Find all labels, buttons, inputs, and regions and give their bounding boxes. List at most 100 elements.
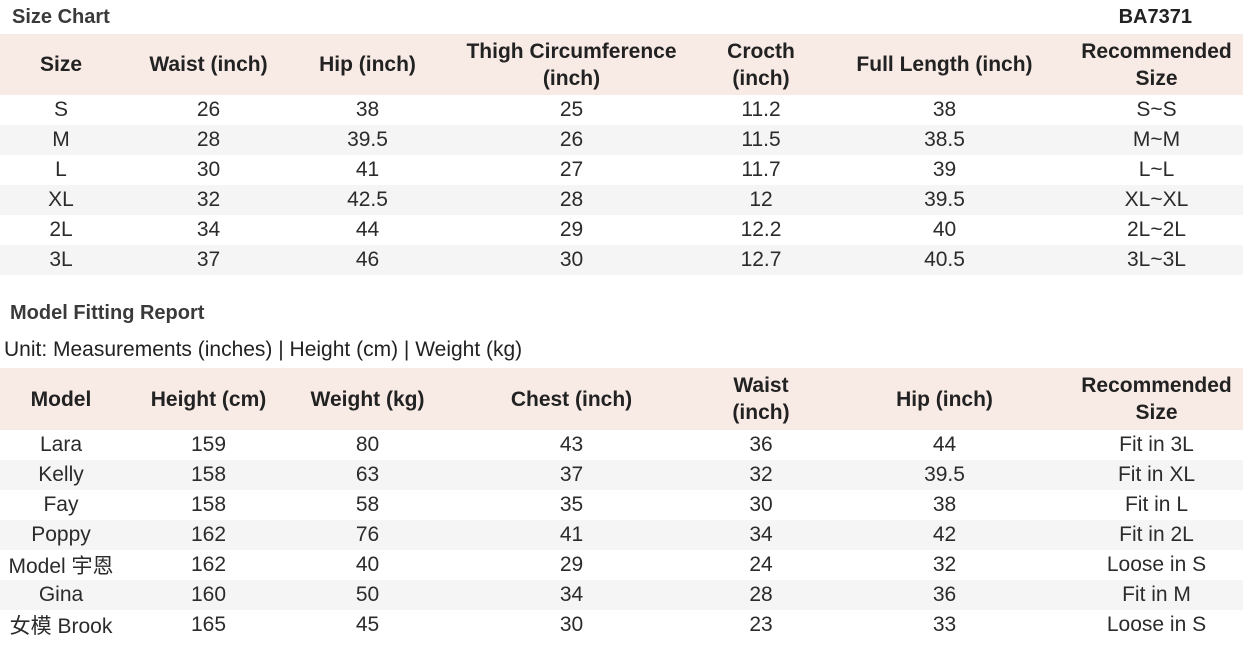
table-cell: Poppy: [0, 520, 122, 550]
table-cell: 28: [703, 580, 819, 610]
table-cell: 32: [932, 553, 957, 576]
table-cell: 159: [190, 433, 227, 456]
column-header: Full Length (inch): [819, 34, 1070, 95]
model-report-table: Model Height (cm) Weight (kg) Chest (inch) W…: [0, 368, 1243, 640]
table-cell: 11.5: [703, 125, 819, 155]
table-cell: Kelly: [0, 460, 122, 490]
table-cell: 38: [932, 98, 957, 121]
table-cell: M~M: [1070, 125, 1243, 155]
unit-note: Unit: Measurements (inches) | Height (cm…: [4, 338, 523, 361]
table-cell: 38: [355, 98, 380, 121]
table-cell: S~S: [1136, 98, 1177, 121]
column-header: Size: [0, 34, 122, 95]
table-cell: L: [55, 158, 67, 181]
table-cell: 30: [440, 245, 703, 275]
table-cell: 39.5: [295, 125, 440, 155]
table-row: Model 宇恩 162 40 29 24 32 Loose in S: [0, 550, 1243, 580]
table-cell: 25: [559, 98, 584, 121]
table-cell: 32: [703, 460, 819, 490]
table-cell: 40: [355, 553, 380, 576]
table-cell: 3L~3L: [1070, 245, 1243, 275]
table-cell: 38.5: [819, 125, 1070, 155]
table-cell: 26: [196, 98, 221, 121]
table-cell: 29: [559, 218, 584, 241]
table-cell: Fay: [43, 493, 79, 516]
table-cell: 23: [749, 613, 773, 636]
table-cell: 28: [440, 185, 703, 215]
table-cell: 43: [559, 433, 584, 456]
table-row: 女模 Brook 165 45 30 23 33 Loose in S: [0, 610, 1243, 640]
table-cell: 158: [122, 460, 295, 490]
table-cell: 42: [819, 520, 1070, 550]
table-row: Kelly 158 63 37 32 39.5 Fit in XL: [0, 460, 1243, 490]
table-cell: 162: [122, 520, 295, 550]
table-cell: Fit in L: [1124, 493, 1189, 516]
table-cell: 162: [190, 553, 227, 576]
table-cell: 44: [932, 433, 957, 456]
column-header: Weight (kg): [295, 368, 440, 430]
table-cell: 30: [559, 613, 584, 636]
column-header: Recommended Size: [1070, 34, 1243, 95]
table-cell: 30: [749, 493, 773, 516]
table-cell: 37: [440, 460, 703, 490]
table-cell: Gina: [0, 580, 122, 610]
table-cell: 34: [440, 580, 703, 610]
table-row: S 26 38 25 11.2 38 S~S: [0, 95, 1243, 125]
table-cell: 42.5: [295, 185, 440, 215]
table-cell: L~L: [1138, 158, 1175, 181]
table-cell: 58: [355, 493, 380, 516]
size-chart-title: Size Chart: [12, 6, 110, 28]
column-header: Waist (inch): [122, 34, 295, 95]
table-row: Lara 159 80 43 36 44 Fit in 3L: [0, 430, 1243, 460]
table-cell: 12: [703, 185, 819, 215]
table-cell: 39.5: [819, 185, 1070, 215]
table-cell: XL: [0, 185, 122, 215]
table-cell: 11.7: [741, 158, 781, 181]
size-chart-header-row: Size Waist (inch) Hip (inch) Thigh Circumfe…: [0, 34, 1243, 95]
table-cell: 50: [295, 580, 440, 610]
size-chart-body: S 26 38 25 11.2 38 S~S M 28 39.5 26 11.5 38.5 M~M L 30 4…: [0, 95, 1243, 275]
model-report-title: Model Fitting Report: [10, 302, 205, 324]
table-cell: Fit in 2L: [1070, 520, 1243, 550]
table-cell: Lara: [39, 433, 83, 456]
table-row: 3L 37 46 30 12.7 40.5 3L~3L: [0, 245, 1243, 275]
table-row: XL 32 42.5 28 12 39.5 XL~XL: [0, 185, 1243, 215]
table-cell: 26: [440, 125, 703, 155]
table-cell: S: [53, 98, 68, 121]
column-header: Chest (inch): [440, 368, 703, 430]
column-header: Crocth (inch): [703, 34, 819, 95]
table-cell: 11.2: [741, 98, 781, 121]
table-cell: 12.7: [703, 245, 819, 275]
table-cell: 160: [122, 580, 295, 610]
table-cell: XL~XL: [1070, 185, 1243, 215]
model-report-body: Lara 159 80 43 36 44 Fit in 3L Kelly 158 63 37 32 39…: [0, 430, 1243, 640]
table-cell: 39: [932, 158, 957, 181]
table-row: M 28 39.5 26 11.5 38.5 M~M: [0, 125, 1243, 155]
table-cell: 46: [295, 245, 440, 275]
table-cell: 2L~2L: [1127, 218, 1186, 241]
table-cell: 12.2: [740, 218, 782, 241]
table-row: Gina 160 50 34 28 36 Fit in M: [0, 580, 1243, 610]
table-cell: 41: [355, 158, 380, 181]
table-cell: 29: [559, 553, 584, 576]
table-cell: Fit in M: [1070, 580, 1243, 610]
table-cell: 34: [703, 520, 819, 550]
table-cell: 30: [196, 158, 221, 181]
table-cell: 27: [559, 158, 584, 181]
table-cell: 女模 Brook: [9, 615, 113, 638]
table-cell: 63: [295, 460, 440, 490]
model-report-header-row: Model Height (cm) Weight (kg) Chest (inch) W…: [0, 368, 1243, 430]
size-chart-table: Size Waist (inch) Hip (inch) Thigh Circumfe…: [0, 34, 1243, 275]
table-cell: 33: [932, 613, 957, 636]
table-cell: 36: [749, 433, 773, 456]
table-cell: Loose in S: [1106, 613, 1207, 636]
column-header: Waist (inch): [703, 368, 819, 430]
table-cell: 35: [559, 493, 584, 516]
table-cell: 36: [819, 580, 1070, 610]
table-cell: Loose in S: [1106, 553, 1207, 576]
table-cell: 37: [122, 245, 295, 275]
table-cell: 76: [295, 520, 440, 550]
table-cell: 158: [190, 493, 227, 516]
product-code: BA7371: [1118, 6, 1192, 28]
table-cell: 28: [122, 125, 295, 155]
